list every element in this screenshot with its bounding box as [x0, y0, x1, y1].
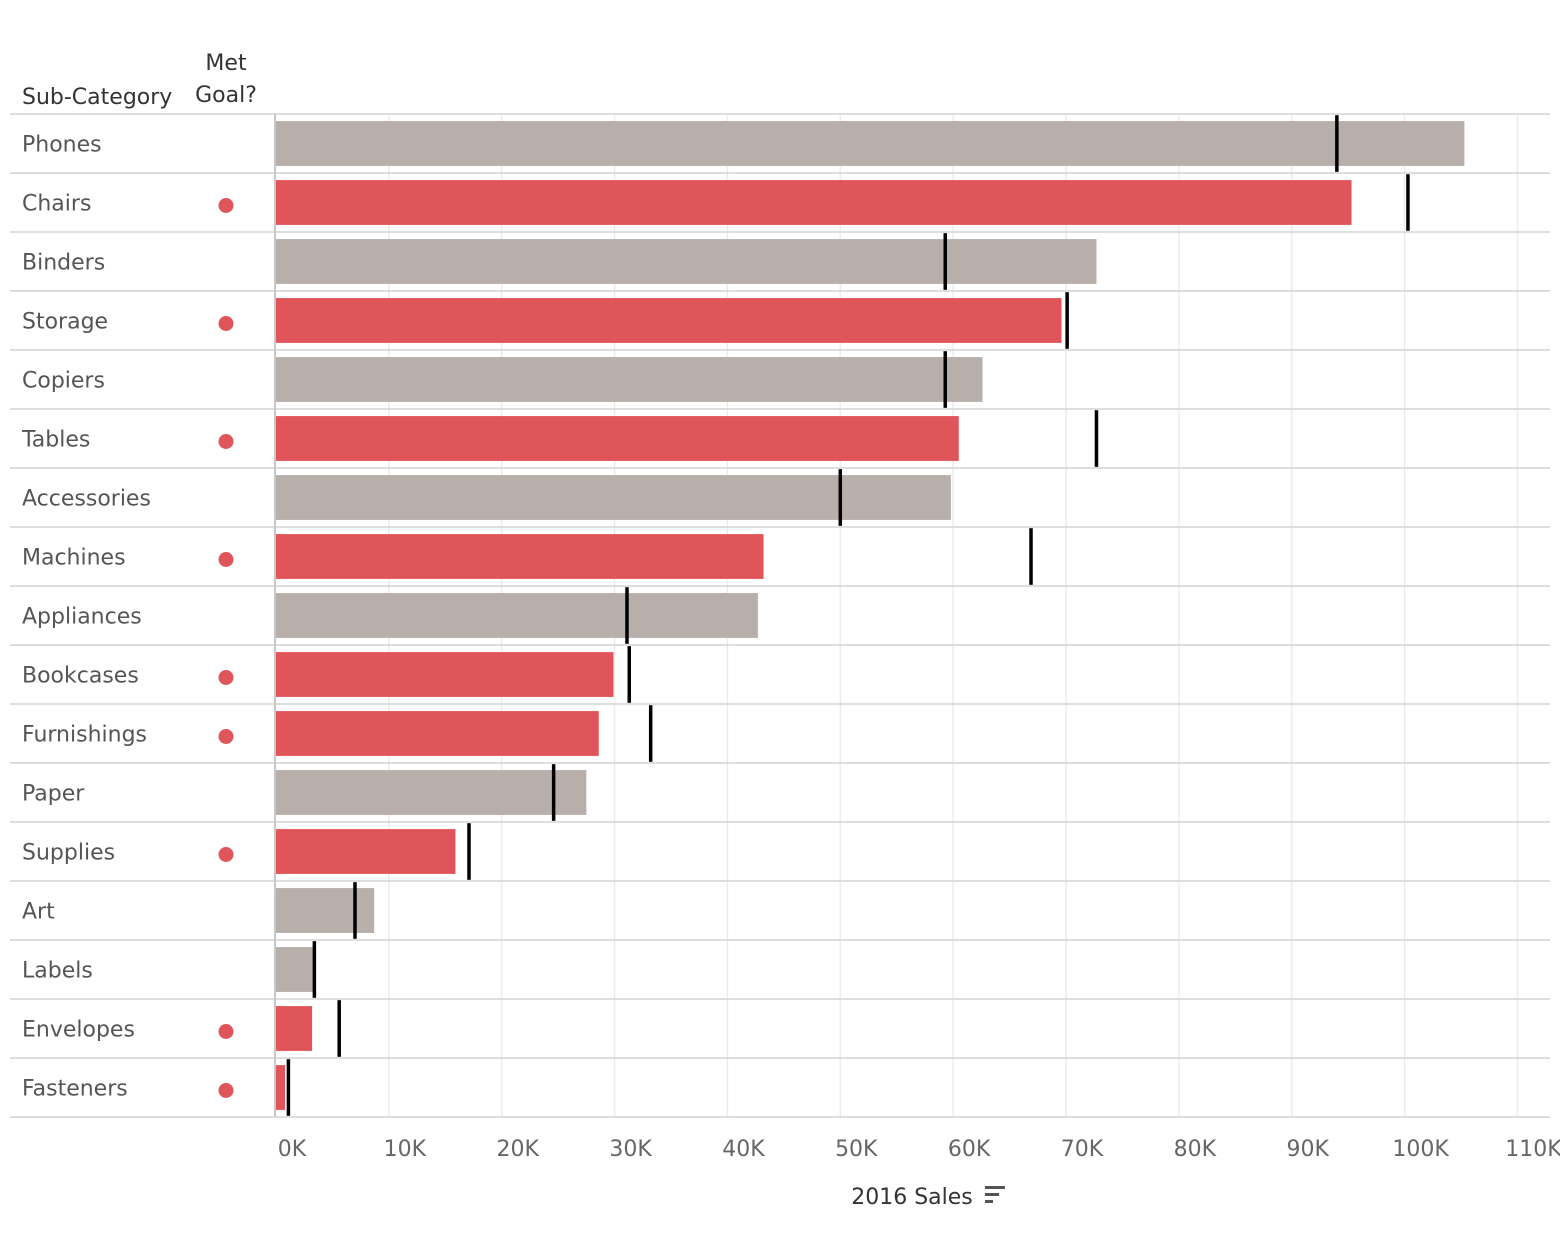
- x-tick-label: 0K: [278, 1137, 307, 1162]
- category-label: Fasteners: [22, 1077, 128, 1102]
- met-goal-dot: [218, 729, 234, 744]
- x-tick-label: 40K: [722, 1137, 765, 1162]
- bar[interactable]: [276, 947, 315, 992]
- bar[interactable]: [276, 888, 375, 933]
- x-tick-label: 10K: [384, 1137, 427, 1162]
- bars: [276, 121, 1465, 1110]
- bar[interactable]: [276, 357, 983, 402]
- bar[interactable]: [276, 180, 1352, 225]
- x-axis-ticks: 0K 10K 20K 30K 40K 50K 60K 70K 80K 90K 100K 110K: [278, 1137, 1560, 1162]
- x-tick-label: 80K: [1174, 1137, 1217, 1162]
- row-dividers: [10, 113, 1550, 1118]
- category-label: Supplies: [22, 841, 115, 866]
- bar[interactable]: [276, 416, 959, 461]
- category-labels: Phones Chairs Binders Storage Copiers Tables A…: [21, 133, 151, 1102]
- category-label: Tables: [21, 428, 90, 453]
- sort-descending-icon[interactable]: [985, 1186, 1005, 1203]
- met-goal-dot: [218, 1024, 234, 1039]
- met-goal-dot: [218, 847, 234, 862]
- bar[interactable]: [276, 121, 1465, 166]
- met-goal-header-line2: Goal?: [195, 83, 257, 108]
- bar[interactable]: [276, 534, 764, 579]
- category-label: Machines: [22, 546, 126, 571]
- bar[interactable]: [276, 770, 587, 815]
- bar[interactable]: [276, 652, 614, 697]
- bar[interactable]: [276, 593, 758, 638]
- category-label: Furnishings: [22, 723, 147, 748]
- subcategory-header: Sub-Category: [22, 85, 172, 110]
- x-axis-title: 2016 Sales: [851, 1185, 973, 1210]
- x-tick-label: 100K: [1392, 1137, 1449, 1162]
- x-tick-label: 90K: [1287, 1137, 1330, 1162]
- met-goal-dot: [218, 316, 234, 331]
- target-lines: [286, 115, 1410, 1116]
- bar[interactable]: [276, 239, 1097, 284]
- bar[interactable]: [276, 1006, 313, 1051]
- bar[interactable]: [276, 829, 456, 874]
- x-tick-label: 20K: [497, 1137, 540, 1162]
- met-goal-indicators: [218, 198, 234, 1098]
- bar[interactable]: [276, 711, 599, 756]
- category-label: Paper: [22, 782, 85, 807]
- category-label: Appliances: [22, 605, 142, 630]
- category-label: Accessories: [22, 487, 151, 512]
- category-label: Phones: [22, 133, 102, 158]
- bar[interactable]: [276, 1065, 286, 1110]
- met-goal-dot: [218, 552, 234, 567]
- category-label: Binders: [22, 251, 105, 276]
- category-label: Copiers: [22, 369, 105, 394]
- category-label: Bookcases: [22, 664, 139, 689]
- x-tick-label: 110K: [1505, 1137, 1560, 1162]
- category-label: Chairs: [22, 192, 91, 217]
- x-tick-label: 30K: [609, 1137, 652, 1162]
- bar[interactable]: [276, 475, 951, 520]
- met-goal-dot: [218, 1083, 234, 1098]
- x-tick-label: 70K: [1061, 1137, 1104, 1162]
- x-tick-label: 60K: [948, 1137, 991, 1162]
- met-goal-dot: [218, 198, 234, 213]
- met-goal-dot: [218, 670, 234, 685]
- bar[interactable]: [276, 298, 1062, 343]
- category-label: Storage: [22, 310, 108, 335]
- met-goal-dot: [218, 434, 234, 449]
- category-label: Envelopes: [22, 1018, 135, 1043]
- met-goal-header-line1: Met: [205, 51, 247, 76]
- category-label: Art: [22, 900, 55, 925]
- category-label: Labels: [22, 959, 93, 984]
- x-tick-label: 50K: [835, 1137, 878, 1162]
